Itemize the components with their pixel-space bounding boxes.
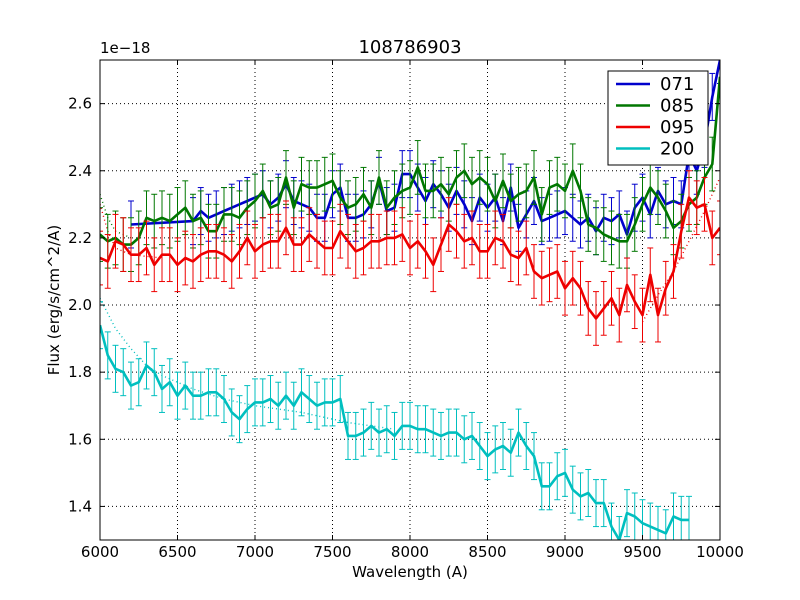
- y-tick-label: 2.6: [68, 95, 92, 113]
- legend-label-200: 200: [660, 139, 694, 160]
- legend-label-071: 071: [660, 74, 694, 95]
- x-tick-label: 9000: [546, 543, 584, 561]
- y-offset-label: 1e−18: [100, 39, 150, 57]
- y-tick-label: 1.6: [68, 430, 92, 448]
- x-tick-label: 9500: [623, 543, 661, 561]
- y-tick-label: 1.8: [68, 363, 92, 381]
- series-line-200: [100, 324, 689, 540]
- data-layer: [100, 60, 720, 540]
- x-tick-label: 8500: [468, 543, 506, 561]
- series-095: [100, 170, 720, 346]
- legend-label-095: 095: [660, 117, 694, 138]
- series-line-095: [100, 196, 720, 320]
- y-tick-label: 2.4: [68, 162, 92, 180]
- y-tick-label: 2.0: [68, 296, 92, 314]
- series-line-085: [100, 76, 720, 246]
- series-line-071: [130, 60, 720, 236]
- x-tick-label: 8000: [391, 543, 429, 561]
- y-tick-label: 1.4: [68, 497, 92, 515]
- x-axis-label: Wavelength (A): [352, 563, 468, 581]
- y-axis: 1.4 1.6 1.8 2.0 2.2 2.4 2.6: [68, 95, 720, 515]
- x-tick-label: 7500: [313, 543, 351, 561]
- legend-label-085: 085: [660, 96, 694, 117]
- series-200: [100, 301, 692, 540]
- y-tick-label: 2.2: [68, 229, 92, 247]
- x-tick-label: 7000: [236, 543, 274, 561]
- x-axis: 6000 6500 7000 7500 8000 8500 9000 9500 10000: [81, 60, 744, 561]
- chart-title: 108786903: [358, 37, 461, 58]
- y-axis-label: Flux (erg/s/cm^2/A): [45, 225, 63, 376]
- x-tick-label: 6500: [158, 543, 196, 561]
- x-tick-label: 6000: [81, 543, 119, 561]
- x-tick-label: 10000: [696, 543, 744, 561]
